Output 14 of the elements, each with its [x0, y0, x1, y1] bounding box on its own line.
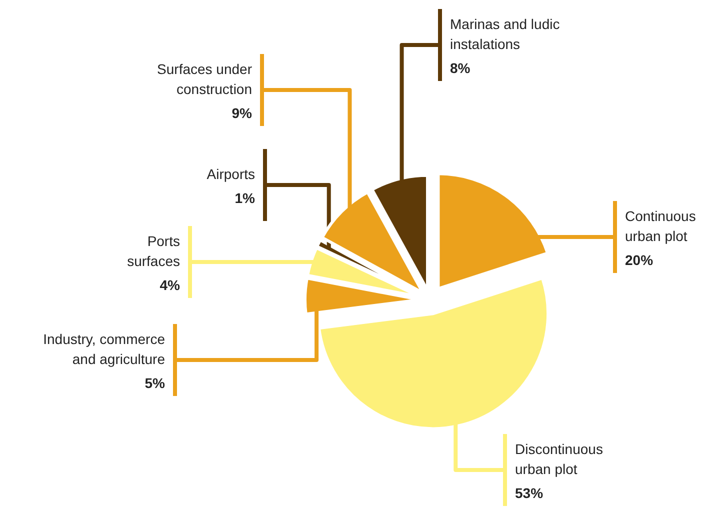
data-label: 9% [232, 105, 253, 121]
slice-label: Ports surfaces [127, 233, 180, 269]
data-label: 5% [144, 375, 166, 391]
data-label: 1% [234, 190, 256, 206]
slice-label: Marinas and ludic instalations [450, 16, 560, 52]
data-label: 20% [625, 252, 654, 268]
slice-label: Industry, commerce and agriculture [43, 331, 166, 367]
slice-label: Continuous urban plot [625, 208, 696, 244]
data-label: 53% [515, 485, 544, 501]
slice-label: Surfaces under construction [157, 61, 252, 97]
data-label: 4% [160, 277, 181, 293]
data-label: 8% [450, 60, 471, 76]
slice-label: Discontinuous urban plot [515, 441, 603, 477]
slice-label: Airports [206, 166, 255, 182]
